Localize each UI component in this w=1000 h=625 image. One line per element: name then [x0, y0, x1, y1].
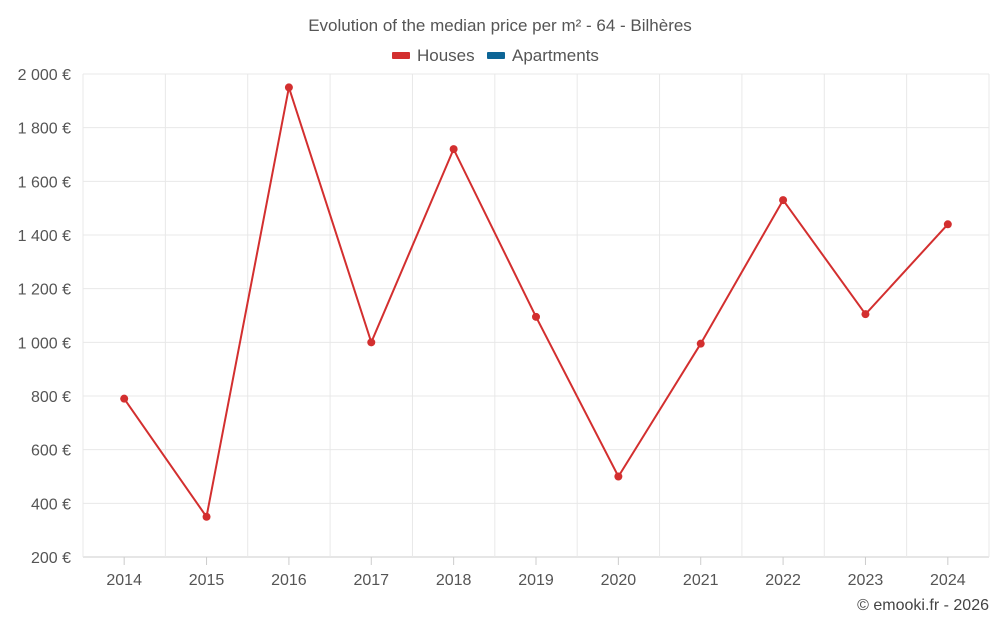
y-tick-label: 1 200 €: [18, 282, 71, 299]
y-tick-label: 200 €: [31, 550, 71, 567]
x-tick-label: 2024: [930, 572, 966, 589]
x-tick-label: 2022: [765, 572, 801, 589]
data-point-houses-2019[interactable]: [532, 312, 540, 321]
x-tick-label: 2015: [189, 572, 225, 589]
data-point-houses-2024[interactable]: [943, 220, 952, 229]
legend-swatch-houses[interactable]: [392, 52, 410, 59]
legend-label-apartments[interactable]: Apartments: [512, 46, 599, 65]
x-tick-label: 2017: [353, 572, 389, 589]
data-point-houses-2018[interactable]: [449, 145, 458, 154]
data-point-houses-2020[interactable]: [614, 472, 623, 481]
legend: Houses Apartments: [392, 46, 599, 65]
x-tick-label: 2021: [683, 572, 719, 589]
y-tick-label: 1 400 €: [18, 228, 71, 245]
data-point-houses-2014[interactable]: [120, 394, 129, 403]
y-axis-ticks: 200 € 400 € 600 € 800 € 1 000 € 1 200 € 1 400 …: [18, 67, 71, 567]
x-tick-label: 2014: [106, 572, 142, 589]
y-tick-label: 1 000 €: [18, 335, 71, 352]
x-tick-label: 2023: [848, 572, 884, 589]
data-point-houses-2017[interactable]: [367, 338, 376, 347]
y-tick-label: 2 000 €: [18, 67, 71, 84]
data-point-houses-2021[interactable]: [696, 339, 705, 348]
y-tick-label: 600 €: [31, 443, 71, 460]
data-point-houses-2016[interactable]: [284, 83, 293, 92]
y-tick-label: 800 €: [31, 389, 71, 406]
x-tick-label: 2018: [436, 572, 472, 589]
chart-title: Evolution of the median price per m² - 6…: [308, 16, 692, 35]
data-point-houses-2015[interactable]: [202, 512, 211, 521]
legend-swatch-apartments[interactable]: [487, 52, 505, 59]
x-tick-label: 2016: [271, 572, 307, 589]
x-axis-ticks: 2014 2015 2016 2017 2018 2019 2020 2021 2022 2023…: [106, 557, 966, 589]
x-tick-label: 2020: [601, 572, 637, 589]
data-point-houses-2023[interactable]: [861, 310, 870, 319]
y-tick-label: 400 €: [31, 496, 71, 513]
y-tick-label: 1 600 €: [18, 174, 71, 191]
grid: [82, 73, 990, 558]
x-tick-label: 2019: [518, 572, 554, 589]
data-point-houses-2022[interactable]: [779, 196, 788, 205]
y-tick-label: 1 800 €: [18, 121, 71, 138]
series-layer: [120, 83, 952, 521]
credit-text: © emooki.fr - 2026: [857, 597, 989, 614]
legend-label-houses[interactable]: Houses: [417, 46, 475, 65]
